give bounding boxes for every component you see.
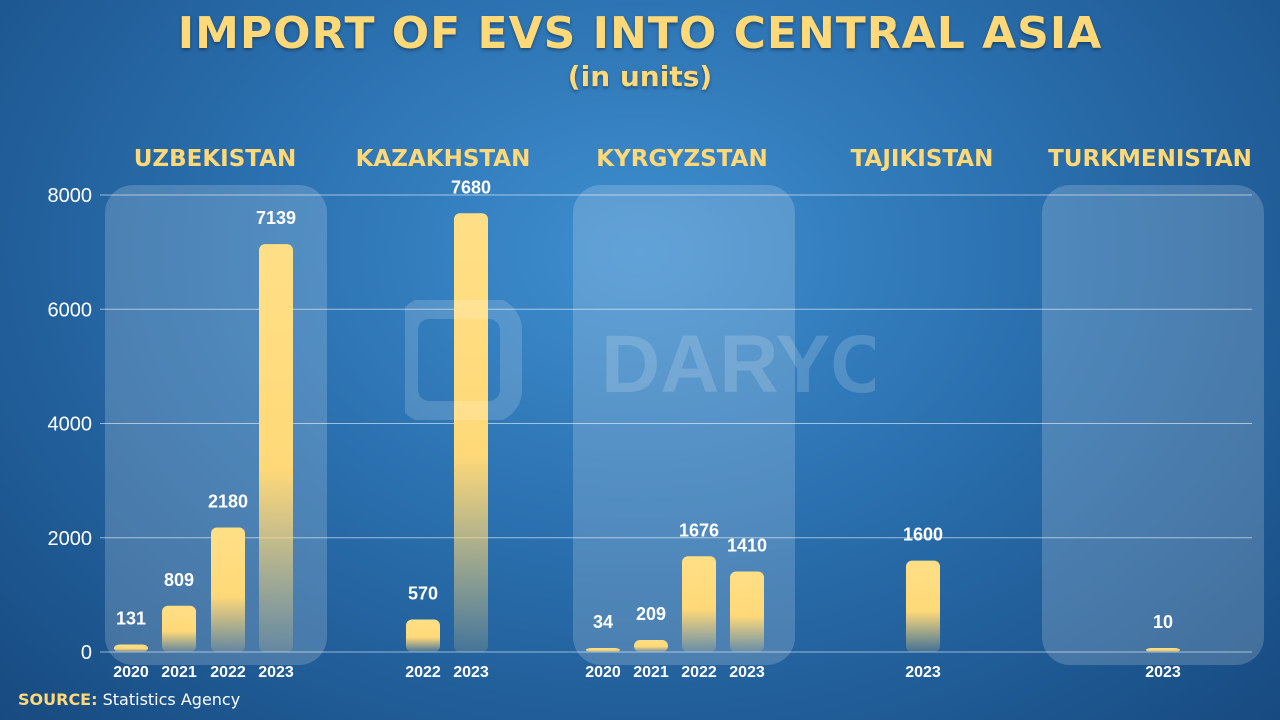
country-name: UZBEKISTAN	[134, 146, 297, 172]
country-panel	[1042, 185, 1264, 665]
x-tick-label: 2021	[633, 664, 669, 681]
y-tick-label: 0	[81, 642, 92, 664]
y-tick-label: 2000	[48, 528, 93, 550]
country-name: KAZAKHSTAN	[356, 146, 531, 172]
bar	[586, 648, 620, 652]
bar	[730, 571, 764, 652]
y-tick-label: 6000	[48, 299, 93, 321]
bar	[634, 640, 668, 652]
bar	[1146, 648, 1180, 652]
country-name: TAJIKISTAN	[851, 146, 994, 172]
bar-value-label: 131	[116, 609, 146, 629]
bar-value-label: 570	[408, 583, 438, 603]
bar-value-label: 7139	[256, 208, 296, 228]
x-tick-label: 2022	[405, 664, 441, 681]
bar	[906, 560, 940, 652]
x-tick-label: 2022	[681, 664, 717, 681]
bar	[259, 244, 293, 652]
country-name: TURKMENISTAN	[1048, 146, 1252, 172]
chart-title: IMPORT OF EVS INTO CENTRAL ASIA	[177, 8, 1103, 59]
source-note: SOURCE: Statistics Agency	[18, 690, 240, 709]
bar-value-label: 1600	[903, 525, 943, 545]
source-text: Statistics Agency	[102, 690, 241, 709]
country-name: KYRGYZSTAN	[596, 146, 767, 172]
daryo-watermark-logo: DARYO	[405, 300, 875, 420]
x-tick-label: 2023	[258, 664, 294, 681]
bar	[682, 556, 716, 652]
bar-value-label: 209	[636, 604, 666, 624]
bar-value-label: 7680	[451, 177, 491, 197]
x-tick-label: 2023	[905, 664, 941, 681]
x-tick-label: 2023	[453, 664, 489, 681]
x-tick-label: 2020	[113, 664, 149, 681]
watermark-text: DARYO	[601, 319, 875, 410]
x-tick-label: 2020	[585, 664, 621, 681]
bar	[114, 644, 148, 652]
bar	[454, 213, 488, 652]
x-tick-label: 2023	[1145, 664, 1181, 681]
bar-value-label: 809	[164, 570, 194, 590]
bar-value-label: 10	[1153, 612, 1173, 632]
bar	[211, 527, 245, 652]
x-tick-label: 2023	[729, 664, 765, 681]
bar	[406, 619, 440, 652]
bar	[162, 605, 196, 652]
x-tick-label: 2022	[210, 664, 246, 681]
country-panel	[573, 185, 795, 665]
source-label: SOURCE:	[18, 690, 98, 709]
x-tick-label: 2021	[161, 664, 197, 681]
bar-value-label: 1410	[727, 535, 767, 555]
chart-subtitle: (in units)	[567, 60, 713, 93]
y-tick-label: 4000	[48, 414, 93, 436]
bar-value-label: 2180	[208, 491, 248, 511]
bar-value-label: 34	[593, 612, 613, 632]
y-tick-label: 8000	[48, 185, 93, 207]
bar-value-label: 1676	[679, 520, 719, 540]
